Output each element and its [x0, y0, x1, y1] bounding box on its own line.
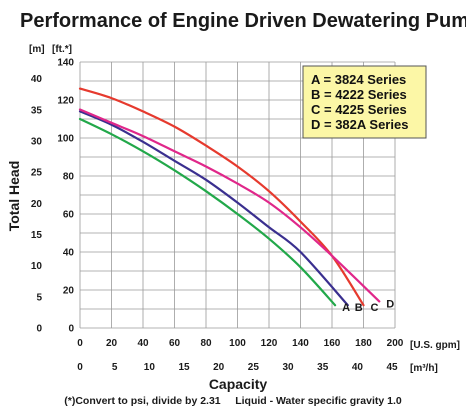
y-tick-label-feet: 140: [57, 58, 74, 69]
x-tick-label-gpm: 100: [229, 338, 246, 349]
series-line-b: [78, 110, 349, 307]
x-tick-label-m3h: 35: [317, 362, 329, 373]
legend-entry-c: C = 4225 Series: [311, 102, 407, 117]
y-unit-feet: [ft.*]: [52, 44, 72, 55]
series-end-label-b: B: [355, 302, 363, 314]
y-tick-label-meters: 35: [31, 105, 43, 116]
x-tick-label-gpm: 0: [77, 338, 83, 349]
y-tick-label-feet: 80: [63, 172, 75, 183]
x-tick-label-gpm: 60: [169, 338, 181, 349]
x-axis-ticks-m3h: 0 5 10 15 20 25 30 35 40 45: [77, 362, 398, 373]
x-tick-label-m3h: 30: [282, 362, 294, 373]
x-tick-label-gpm: 180: [355, 338, 372, 349]
x-tick-label-gpm: 140: [292, 338, 309, 349]
y-tick-label-meters: 0: [36, 324, 42, 335]
y-unit-meters: [m]: [29, 44, 45, 55]
y-tick-label-feet: 60: [63, 210, 75, 221]
series-end-label-d: D: [386, 298, 394, 310]
y-tick-label-meters: 20: [31, 199, 43, 210]
y-tick-label-meters: 25: [31, 168, 43, 179]
x-axis-ticks-gpm: 0 20 40 60 80 100 120 140 160 180 200: [77, 338, 404, 349]
x-tick-label-m3h: 15: [178, 362, 190, 373]
y-tick-label-feet: 40: [63, 248, 75, 259]
x-tick-label-m3h: 10: [144, 362, 156, 373]
y-tick-label-feet: 120: [57, 96, 74, 107]
legend-entry-d: D = 382A Series: [311, 117, 408, 132]
x-tick-label-gpm: 160: [324, 338, 341, 349]
legend-box: [302, 65, 427, 139]
y-tick-label-meters: 15: [31, 230, 43, 241]
legend-entry-a: A = 3824 Series: [311, 72, 406, 87]
series-line-c: [78, 87, 365, 307]
x-tick-label-gpm: 80: [200, 338, 212, 349]
legend-entry-b: B = 4222 Series: [311, 87, 407, 102]
chart-title: Performance of Engine Driven Dewatering …: [20, 10, 466, 32]
legend: A = 3824 Series B = 4222 Series C = 4225…: [302, 65, 427, 139]
x-tick-label-m3h: 40: [352, 362, 364, 373]
x-tick-label-m3h: 0: [77, 362, 83, 373]
x-tick-label-m3h: 5: [112, 362, 118, 373]
x-tick-label-m3h: 25: [248, 362, 260, 373]
y-axis-ticks-meters: 0 5 10 15 20 25 30 35 40: [31, 74, 43, 334]
y-tick-label-meters: 5: [36, 292, 42, 303]
y-tick-label-meters: 30: [31, 136, 43, 147]
x-tick-label-gpm: 120: [261, 338, 278, 349]
y-tick-label-feet: 0: [68, 324, 74, 335]
series-end-label-c: C: [371, 302, 379, 314]
x-tick-label-gpm: 200: [387, 338, 404, 349]
series-line-a: [78, 117, 337, 307]
y-tick-label-feet: 20: [63, 286, 75, 297]
x-tick-label-m3h: 20: [213, 362, 225, 373]
x-tick-label-gpm: 20: [106, 338, 118, 349]
x-axis-title: Capacity: [209, 376, 268, 392]
y-tick-label-meters: 40: [31, 74, 43, 85]
x-unit-gpm: [U.S. gpm]: [410, 340, 460, 351]
series-end-label-a: A: [342, 302, 350, 314]
y-tick-label-meters: 10: [31, 261, 43, 272]
footnote: (*)Convert to psi, divide by 2.31 Liquid…: [64, 395, 402, 407]
x-unit-m3h: [m³/h]: [410, 363, 438, 374]
series-lines: [78, 87, 381, 307]
series-line-d: [78, 108, 381, 303]
y-axis-ticks-feet: 0 20 40 60 80 100 120 140: [57, 58, 74, 335]
x-tick-label-gpm: 40: [137, 338, 149, 349]
x-tick-label-m3h: 45: [386, 362, 398, 373]
y-tick-label-feet: 100: [57, 134, 74, 145]
y-axis-title: Total Head: [6, 161, 22, 232]
